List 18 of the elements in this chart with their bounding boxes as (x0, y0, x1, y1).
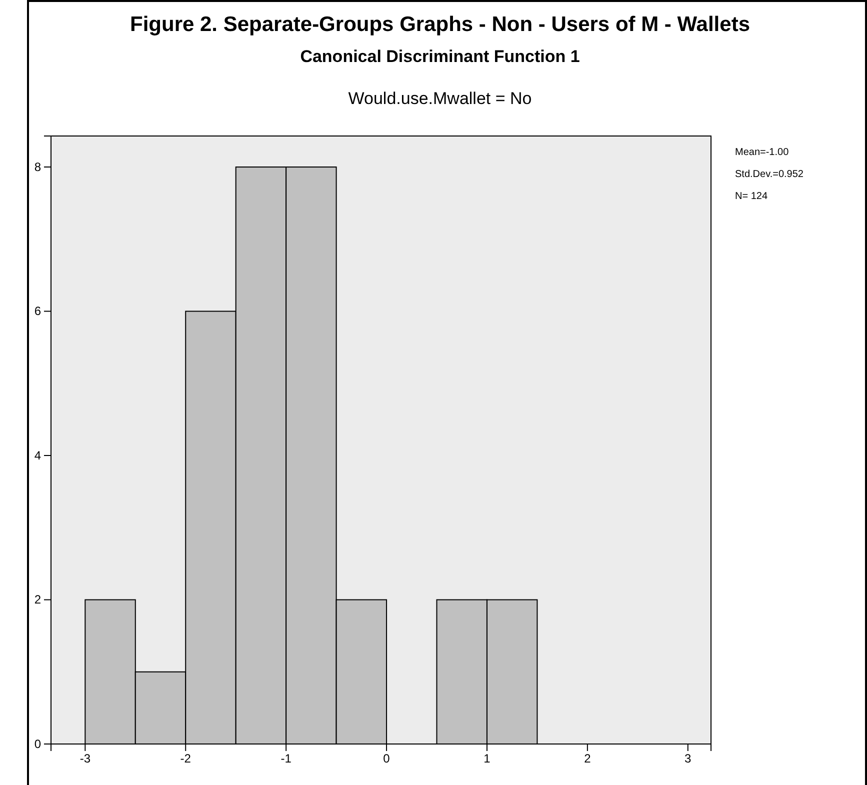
x-tick-label: 3 (684, 752, 692, 766)
x-tick-label: 2 (584, 752, 592, 766)
chart-subtitle: Canonical Discriminant Function 1 (300, 47, 580, 66)
chart-title: Figure 2. Separate-Groups Graphs - Non - Users of M - Wallets (130, 13, 750, 36)
text: Would.use.Mwallet = No (348, 89, 532, 108)
text: Mean=-1.00 (735, 147, 790, 158)
y-tick-label: 8 (34, 160, 42, 174)
text: N= 124 (735, 191, 768, 202)
x-tick-label: 0 (383, 752, 390, 766)
text: Std.Dev.=0.952 (735, 169, 804, 180)
y-tick-label: 6 (34, 304, 42, 318)
y-tick-label: 4 (34, 448, 42, 462)
x-tick-label: -3 (80, 752, 91, 766)
x-tick-label: -2 (180, 752, 192, 766)
x-tick-label: 1 (484, 752, 491, 766)
x-tick-label: -1 (280, 752, 292, 766)
y-tick-label: 2 (34, 592, 42, 607)
y-tick-label: 0 (34, 736, 42, 751)
